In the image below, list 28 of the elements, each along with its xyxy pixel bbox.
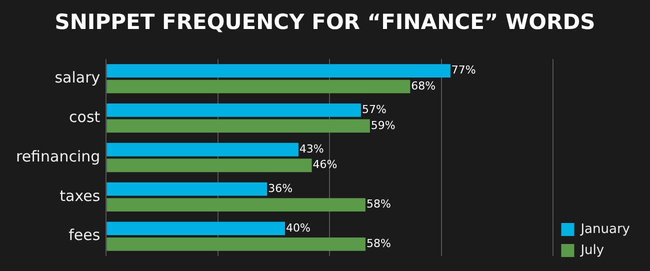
bar (106, 104, 361, 117)
y-tick-label: refinancing (16, 147, 100, 166)
bar (106, 237, 366, 251)
y-tick-label: fees (68, 226, 100, 244)
data-label: 46% (312, 158, 338, 172)
bar (106, 222, 285, 236)
bar (106, 80, 410, 94)
bar (106, 119, 370, 133)
data-label: 77% (451, 64, 476, 77)
y-tick-label: salary (54, 68, 100, 87)
data-label: 43% (299, 142, 324, 156)
data-label: 40% (286, 221, 310, 234)
data-label: 58% (366, 198, 391, 211)
data-label: 36% (268, 182, 293, 195)
legend-label: January (580, 222, 630, 237)
data-label: 57% (362, 103, 386, 116)
data-label: 68% (411, 79, 436, 92)
legend-label: July (580, 242, 604, 258)
bar (106, 158, 312, 172)
bar (106, 142, 298, 156)
y-tick-label: taxes (60, 186, 100, 205)
chart-title: SNIPPET FREQUENCY FOR “FINANCE” WORDS (54, 9, 596, 36)
bar (106, 182, 268, 196)
y-tick-label: cost (69, 108, 100, 126)
data-label: 59% (370, 118, 396, 132)
data-label: 58% (366, 237, 391, 250)
bar (106, 64, 450, 78)
bar (106, 198, 366, 212)
